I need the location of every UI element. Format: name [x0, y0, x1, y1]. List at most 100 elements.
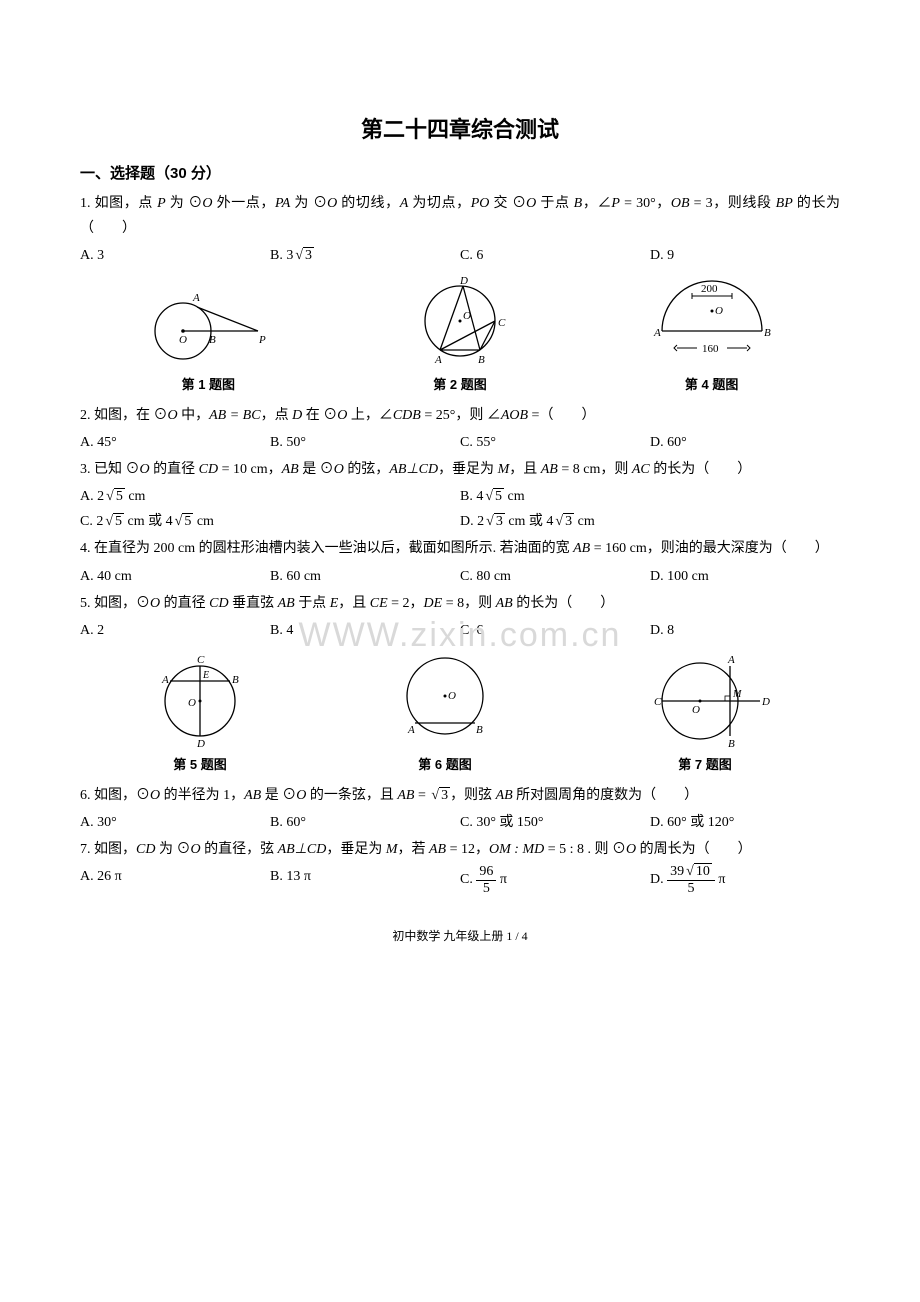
q5-t: ，且 — [338, 596, 370, 611]
q2-t: = 25°，则 ∠ — [421, 408, 501, 423]
svg-text:C: C — [197, 654, 205, 666]
q3-t: = 8 cm，则 — [558, 462, 632, 477]
q7-choice-b: B. 13 π — [270, 864, 460, 896]
q4-choice-b: B. 60 cm — [270, 564, 460, 589]
q6-t: 6. 如图，⊙ — [80, 788, 150, 803]
q7-choice-d: D. 39105 π — [650, 864, 840, 896]
q1-choice-a: A. 3 — [80, 243, 270, 268]
svg-text:A: A — [161, 674, 169, 686]
q1-choice-d: D. 9 — [650, 243, 840, 268]
page-footer: 初中数学 九年级上册 1 / 4 — [80, 926, 840, 948]
figure-6-caption: 第 6 题图 — [380, 753, 510, 776]
q2-t: 在 ⊙ — [302, 408, 337, 423]
q7-t: 为 ⊙ — [155, 842, 190, 857]
q1-t: 的切线， — [337, 196, 399, 211]
svg-text:O: O — [448, 690, 456, 702]
svg-text:160: 160 — [702, 343, 719, 355]
svg-text:D: D — [761, 696, 770, 708]
figure-row-1: O B P A 第 1 题图 O A B C D 第 2 题图 O — [80, 276, 840, 396]
q7-t: 7. 如图， — [80, 842, 136, 857]
q3-choice-a: A. 25 cm — [80, 484, 460, 509]
q2-t: 上，∠ — [347, 408, 393, 423]
question-7: 7. 如图，CD 为 ⊙O 的直径，弦 AB⊥CD，垂足为 M，若 AB = 1… — [80, 837, 840, 896]
svg-text:E: E — [202, 670, 209, 681]
q4-choice-c: C. 80 cm — [460, 564, 650, 589]
q3-choice-d: D. 23 cm 或 43 cm — [460, 509, 840, 534]
q3-t: = 10 cm， — [218, 462, 282, 477]
q7-t: 的直径，弦 — [201, 842, 278, 857]
q7-choice-a: A. 26 π — [80, 864, 270, 896]
q3-t: 的直径 — [150, 462, 199, 477]
svg-text:A: A — [653, 327, 661, 339]
q5-choice-a: A. 2 — [80, 618, 270, 643]
question-2: 2. 如图，在 ⊙O 中，AB = BC，点 D 在 ⊙O 上，∠CDB = 2… — [80, 403, 840, 455]
q1-t: 交 ⊙ — [489, 196, 526, 211]
q1-t: 于点 — [536, 196, 573, 211]
q2-t: 2. 如图，在 ⊙ — [80, 408, 168, 423]
question-3: 3. 已知 ⊙O 的直径 CD = 10 cm，AB 是 ⊙O 的弦，AB⊥CD… — [80, 457, 840, 535]
svg-text:M: M — [732, 689, 742, 700]
q7-t: ，垂足为 — [326, 842, 386, 857]
q7-t: = 12， — [446, 842, 489, 857]
q2-t: =（ ） — [528, 408, 595, 423]
question-6: 6. 如图，⊙O 的半径为 1，AB 是 ⊙O 的一条弦，且 AB = 3，则弦… — [80, 783, 840, 835]
svg-text:B: B — [478, 354, 485, 366]
q1-choice-b: B. 33 — [270, 243, 460, 268]
figure-7-caption: 第 7 题图 — [630, 753, 780, 776]
figure-row-2: A B C D E O 第 5 题图 O A B 第 6 题图 C D A — [80, 651, 840, 776]
page-title: 第二十四章综合测试 — [80, 110, 840, 150]
q5-t: 垂直弦 — [229, 596, 278, 611]
q1-t: 为 ⊙ — [290, 196, 327, 211]
q2-choice-c: C. 55° — [460, 430, 650, 455]
svg-text:O: O — [188, 697, 196, 709]
figure-1: O B P A 第 1 题图 — [133, 281, 283, 396]
q6-choice-d: D. 60° 或 120° — [650, 810, 840, 835]
q6-t: 所对圆周角的度数为（ ） — [513, 788, 699, 803]
figure-2-caption: 第 2 题图 — [390, 373, 530, 396]
q7-t: 的周长为（ ） — [636, 842, 752, 857]
q3-t: 3. 已知 ⊙ — [80, 462, 140, 477]
q7-t: ，若 — [398, 842, 430, 857]
q3-t: ，且 — [509, 462, 541, 477]
figure-7: C D A B O M 第 7 题图 — [630, 651, 780, 776]
figure-4: O 200 A B 160 第 4 题图 — [637, 276, 787, 396]
q2-choice-d: D. 60° — [650, 430, 840, 455]
svg-text:B: B — [476, 724, 483, 736]
q3-choice-b: B. 45 cm — [460, 484, 840, 509]
q1-t: = 3，则线段 — [690, 196, 776, 211]
q2-choice-a: A. 45° — [80, 430, 270, 455]
figure-6: O A B 第 6 题图 — [380, 651, 510, 776]
q6-t: ，则弦 — [450, 788, 496, 803]
svg-text:A: A — [727, 654, 735, 666]
q6-t: 是 ⊙ — [261, 788, 296, 803]
figure-5-caption: 第 5 题图 — [140, 753, 260, 776]
q3-t: ，垂足为 — [438, 462, 498, 477]
q6-t: = — [414, 788, 429, 803]
svg-text:200: 200 — [701, 283, 718, 295]
q4-choice-d: D. 100 cm — [650, 564, 840, 589]
q4-t: 4. 在直径为 200 cm 的圆柱形油槽内装入一些油以后，截面如图所示. 若油… — [80, 541, 573, 556]
q5-t: 的直径 — [160, 596, 209, 611]
q6-t: 的半径为 1， — [160, 788, 244, 803]
svg-text:B: B — [232, 674, 239, 686]
q1-t: 为 ⊙ — [166, 196, 203, 211]
q3-t: 的弦， — [344, 462, 390, 477]
q5-t: = 8，则 — [442, 596, 495, 611]
q5-t: 的长为（ ） — [513, 596, 615, 611]
svg-text:D: D — [196, 738, 205, 750]
q5-choice-b: B. 4 — [270, 618, 460, 643]
svg-text:O: O — [715, 305, 723, 317]
figure-4-caption: 第 4 题图 — [637, 373, 787, 396]
svg-text:B: B — [764, 327, 771, 339]
q1-t: 外一点， — [213, 196, 275, 211]
q7-t: = 5 : 8 . 则 ⊙ — [544, 842, 626, 857]
svg-text:B: B — [209, 334, 216, 346]
q5-choice-d: D. 8 — [650, 618, 840, 643]
figure-5: A B C D E O 第 5 题图 — [140, 651, 260, 776]
q5-t: = 2， — [388, 596, 424, 611]
q6-t: 的一条弦，且 — [306, 788, 397, 803]
q3-choice-c: C. 25 cm 或 45 cm — [80, 509, 460, 534]
q6-choice-b: B. 60° — [270, 810, 460, 835]
q1-t: 为切点， — [408, 196, 470, 211]
figure-2: O A B C D 第 2 题图 — [390, 276, 530, 396]
